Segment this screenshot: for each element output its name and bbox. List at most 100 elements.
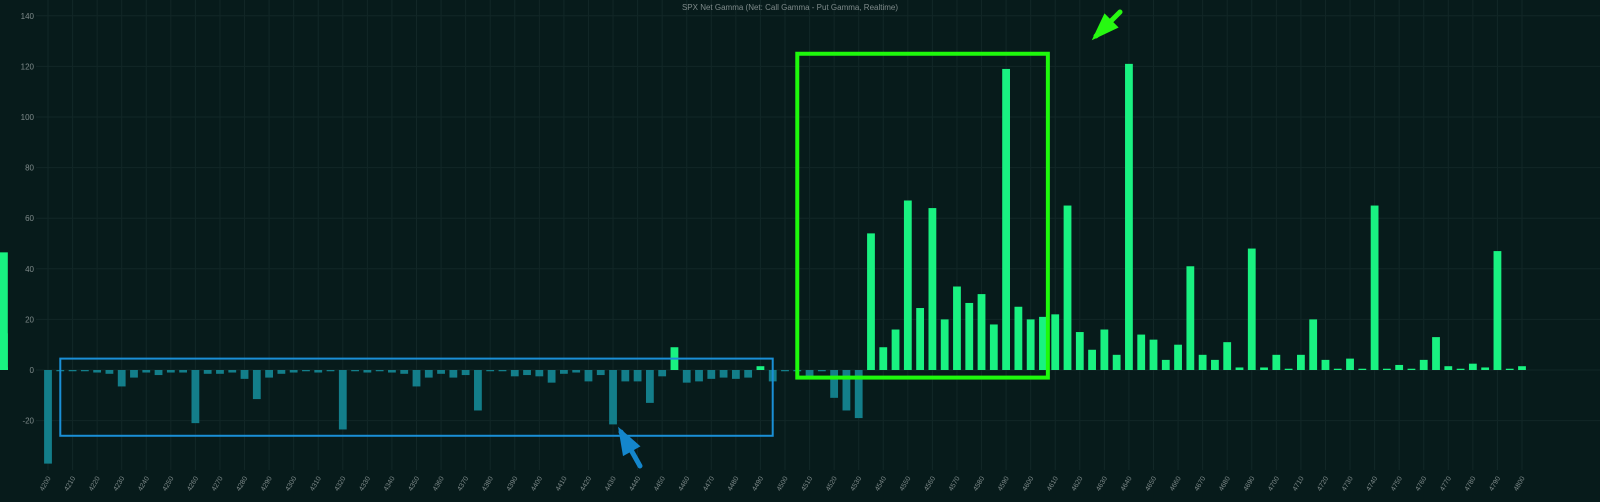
bar-strike-4740 bbox=[1370, 205, 1379, 370]
bar-strike-4785 bbox=[1481, 367, 1490, 370]
bar-strike-4420 bbox=[584, 370, 593, 382]
bar-strike-4530 bbox=[854, 370, 863, 419]
bar-strike-4675 bbox=[1211, 359, 1219, 370]
bar-strike-4765 bbox=[1432, 337, 1440, 370]
bar-strike-4745 bbox=[1382, 368, 1391, 370]
y-tick-label: 0 bbox=[30, 366, 35, 375]
bar-strike-4295 bbox=[277, 370, 286, 374]
bar-strike-4395 bbox=[523, 370, 531, 376]
bar-strike-4290 bbox=[265, 370, 273, 378]
bar-strike-4270 bbox=[216, 370, 224, 374]
bar-strike-4635 bbox=[1112, 354, 1121, 370]
bar-strike-4365 bbox=[449, 370, 458, 378]
bar-strike-4625 bbox=[1088, 349, 1096, 370]
bar-strike-4315 bbox=[326, 370, 335, 372]
bar-strike-4210 bbox=[68, 370, 77, 372]
bar-strike-4225 bbox=[105, 370, 114, 374]
bar-strike-4310 bbox=[314, 370, 323, 373]
bar-strike-4350 bbox=[412, 370, 421, 387]
bar-strike-4695 bbox=[1260, 367, 1268, 370]
bar-strike-4585 bbox=[989, 324, 998, 370]
bar-strike-4470 bbox=[707, 370, 716, 379]
bar-strike-4750 bbox=[1395, 364, 1404, 370]
bar-strike-4230 bbox=[117, 370, 126, 387]
bar-strike-4575 bbox=[965, 302, 974, 370]
bar-strike-4320 bbox=[338, 370, 347, 430]
bar-strike-4370 bbox=[461, 370, 470, 376]
y-tick-label: 60 bbox=[25, 214, 34, 223]
bar-strike-4220 bbox=[93, 370, 102, 373]
bar-strike-4425 bbox=[596, 370, 605, 376]
bar-strike-4725 bbox=[1333, 368, 1342, 370]
bar-strike-4680 bbox=[1223, 342, 1232, 370]
bar-strike-4615 bbox=[1063, 205, 1072, 370]
bar-strike-4500 bbox=[781, 370, 789, 372]
bar-strike-4720 bbox=[1321, 359, 1330, 370]
bar-strike-4650 bbox=[1149, 339, 1158, 370]
bar-strike-4665 bbox=[1186, 266, 1195, 370]
bar-strike-undefined bbox=[0, 252, 8, 370]
bar-strike-4800 bbox=[1518, 366, 1526, 370]
bar-strike-4385 bbox=[498, 370, 507, 372]
bar-strike-4535 bbox=[867, 233, 875, 370]
bar-strike-4640 bbox=[1125, 63, 1133, 371]
bar-strike-4655 bbox=[1161, 359, 1170, 370]
bar-strike-4360 bbox=[437, 370, 445, 374]
bar-strike-4620 bbox=[1075, 332, 1084, 370]
bar-strike-4490 bbox=[756, 366, 765, 370]
bar-strike-4755 bbox=[1407, 368, 1416, 370]
bar-strike-4730 bbox=[1346, 358, 1354, 370]
bar-strike-4775 bbox=[1456, 368, 1465, 370]
bar-strike-4240 bbox=[142, 370, 151, 373]
y-tick-label: 120 bbox=[21, 62, 35, 71]
bar-strike-4480 bbox=[731, 370, 740, 379]
bar-strike-4770 bbox=[1444, 366, 1453, 370]
bar-strike-4435 bbox=[621, 370, 630, 382]
bar-strike-4285 bbox=[252, 370, 261, 400]
bar-strike-4760 bbox=[1419, 359, 1428, 370]
bar-strike-4705 bbox=[1284, 368, 1293, 370]
bar-strike-4565 bbox=[940, 319, 949, 370]
bar-strike-4265 bbox=[203, 370, 212, 374]
positive-highlight-box bbox=[795, 51, 1050, 380]
bar-strike-4780 bbox=[1468, 363, 1477, 370]
bar-strike-4405 bbox=[547, 370, 556, 383]
bar-strike-4460 bbox=[682, 370, 691, 383]
bar-strike-4700 bbox=[1272, 354, 1281, 370]
bar-strike-4430 bbox=[609, 370, 617, 425]
bar-strike-4485 bbox=[744, 370, 753, 378]
bar-strike-4660 bbox=[1174, 344, 1182, 370]
bar-strike-4605 bbox=[1039, 316, 1047, 370]
positive-region-arrow bbox=[1091, 9, 1123, 41]
bar-strike-4445 bbox=[645, 370, 654, 403]
bar-strike-4330 bbox=[363, 370, 372, 373]
bar-strike-4590 bbox=[1002, 68, 1010, 371]
bar-strike-4450 bbox=[658, 370, 667, 377]
bar-strike-4645 bbox=[1137, 334, 1146, 370]
bar-strike-4235 bbox=[130, 370, 138, 378]
bar-strike-4280 bbox=[240, 370, 249, 379]
bar-strike-4510 bbox=[805, 370, 814, 379]
bar-strike-4275 bbox=[228, 370, 237, 373]
y-tick-label: 100 bbox=[21, 113, 35, 122]
bar-strike-4260 bbox=[191, 370, 200, 424]
chart-title: SPX Net Gamma (Net: Call Gamma - Put Gam… bbox=[682, 3, 898, 12]
bar-strike-4515 bbox=[817, 370, 826, 372]
bar-strike-4245 bbox=[154, 370, 163, 376]
bar-strike-4305 bbox=[302, 370, 310, 372]
bar-strike-4520 bbox=[830, 370, 839, 398]
bar-strike-4685 bbox=[1235, 367, 1244, 370]
bar-strike-4215 bbox=[80, 370, 89, 372]
annotations bbox=[59, 9, 1123, 469]
bar-strike-4390 bbox=[510, 370, 519, 377]
bar-strike-4410 bbox=[560, 370, 568, 374]
bar-strike-4735 bbox=[1358, 368, 1367, 370]
bar-strike-4250 bbox=[166, 370, 175, 373]
negative-region-arrow bbox=[618, 426, 643, 469]
bar-strike-4610 bbox=[1051, 314, 1060, 370]
bar-strike-4795 bbox=[1505, 368, 1514, 370]
y-tick-label: 140 bbox=[21, 12, 35, 21]
negative-highlight-box bbox=[59, 357, 774, 437]
grid-lines bbox=[36, 0, 1600, 470]
